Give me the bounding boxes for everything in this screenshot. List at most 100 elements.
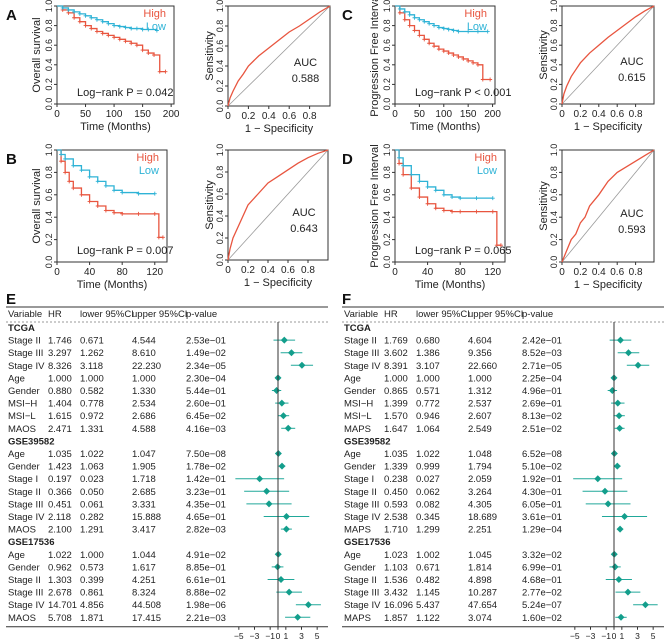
panel-a-km-censor-mark — [146, 51, 151, 56]
panel-f-row-pvalue: 4.30e−01 — [522, 487, 562, 498]
panel-c-roc-x-tick-label: 0.4 — [592, 109, 606, 120]
panel-c-km-censor-mark — [397, 10, 402, 15]
panel-c-km-censor-mark — [446, 51, 451, 56]
panel-c-roc-x-tick-label: 0 — [559, 109, 565, 120]
panel-c-km-censor-mark — [422, 19, 427, 24]
panel-f-row-lower: 1.064 — [416, 424, 440, 435]
panel-d-roc-y-axis-label: Sensitivity — [538, 181, 550, 231]
panel-b-km-x-axis-label: Time (Months) — [77, 279, 148, 291]
panel-a-km-censor-mark — [152, 53, 157, 57]
panel-c-km-x-tick-label: 100 — [435, 109, 452, 120]
panel-label-f: F — [342, 291, 351, 308]
panel-b-km-censor-mark — [63, 156, 68, 161]
panel-e-row-pvalue: 6.45e−02 — [186, 411, 226, 422]
panel-e-row-variable: Stage III — [8, 348, 43, 359]
panel-f-row-upper: 1.048 — [468, 449, 492, 460]
panel-f-row-upper: 2.607 — [468, 411, 492, 422]
panel-a-km-censor-mark — [94, 17, 99, 22]
panel-e-row-pvalue: 1.98e−06 — [186, 600, 226, 611]
panel-c-roc-y-tick-label: 0.6 — [549, 39, 559, 52]
panel-e-row-hr: 2.471 — [48, 424, 72, 435]
panel-f-row-variable: Stage III — [344, 348, 379, 359]
panel-b-roc-y-tick-label: 0.2 — [215, 232, 225, 245]
panel-c-km-censor-mark — [466, 29, 471, 34]
panel-f-row-lower: 1.022 — [416, 449, 440, 460]
panel-d-km-x-axis-label: Time (Months) — [415, 279, 486, 291]
panel-d-roc-x-tick-label: 0.8 — [629, 267, 643, 278]
panel-a-km-censor-mark — [106, 21, 111, 26]
panel-e-row-variable: Stage IV — [8, 361, 45, 372]
panel-d-legend-high: High — [474, 152, 497, 164]
panel-e-row-variable: Age — [8, 550, 25, 561]
panel-f-row-upper: 2.059 — [468, 474, 492, 485]
panel-d-km-censor-mark — [397, 161, 402, 166]
panel-a-km-x-axis-label: Time (Months) — [80, 121, 151, 133]
panel-e-group-label: GSE17536 — [8, 537, 54, 548]
panel-d-roc-y-tick-label: 0.4 — [549, 211, 559, 224]
panel-a-km-censor-mark — [163, 69, 168, 74]
panel-a-km-censor-mark — [60, 5, 65, 10]
panel-d-roc-x-axis-label: 1 − Specificity — [574, 279, 643, 291]
panel-f-header-0: Variable — [344, 309, 378, 320]
panel-a-roc-y-tick-label: 1.0 — [215, 0, 225, 12]
panel-a-legend-low: Low — [146, 21, 166, 33]
panel-f-row-variable: Stage IV — [344, 361, 381, 372]
panel-c-roc-y-tick-label: 0.2 — [549, 78, 559, 91]
panel-b-legend-high: High — [136, 152, 159, 164]
panel-a-km-censor-mark — [134, 43, 139, 48]
panel-e-row-upper: 1.047 — [132, 449, 156, 460]
panel-e-hr-marker — [284, 424, 292, 432]
panel-label-a: A — [6, 7, 17, 24]
panel-b-km-y-tick-label: 0.8 — [44, 166, 54, 179]
panel-e-row-upper: 2.686 — [132, 411, 156, 422]
panel-f-row-variable: Age — [344, 449, 361, 460]
panel-e-row-variable: Stage III — [8, 588, 43, 599]
panel-e-row-variable: MAOS — [8, 525, 36, 536]
panel-c-km-censor-mark — [436, 47, 441, 52]
panel-a-km-censor-mark — [83, 13, 88, 18]
panel-b-km-censor-mark — [112, 188, 117, 193]
panel-c-km-censor-mark — [446, 27, 451, 32]
panel-e-row-lower: 0.061 — [80, 499, 104, 510]
panel-a-km-censor-mark — [94, 29, 99, 34]
panel-f-row-lower: 0.027 — [416, 474, 440, 485]
panel-b-km-censor-mark — [136, 211, 141, 216]
panel-c-km-censor-mark — [451, 28, 456, 33]
panel-e-row-hr: 1.022 — [48, 550, 72, 561]
panel-a-roc-x-tick-label: 0.8 — [303, 111, 317, 122]
panel-b-km-censor-mark — [71, 163, 76, 168]
panel-f-row-pvalue: 1.29e−04 — [522, 525, 562, 536]
panel-a-roc-y-tick-label: 0.6 — [215, 40, 225, 53]
panel-e-row-upper: 4.588 — [132, 424, 156, 435]
panel-e-hr-marker — [294, 613, 302, 621]
panel-b-km-censor-mark — [87, 199, 92, 204]
panel-f-row-lower: 5.437 — [416, 600, 440, 611]
panel-d-auc-label: AUC — [620, 208, 643, 220]
panel-e-hr-marker — [304, 601, 312, 609]
panel-a-km-censor-mark — [77, 19, 82, 24]
panel-f-row-upper: 4.604 — [468, 336, 492, 347]
panel-d-km-censor-mark — [474, 196, 479, 201]
panel-f-row-lower: 0.772 — [416, 399, 440, 410]
panel-f-forest-tick-label: −1 — [601, 631, 611, 639]
panel-c-km-censor-mark — [427, 21, 432, 26]
panel-c-km-x-tick-label: 150 — [460, 109, 477, 120]
panel-c-km-y-tick-label: 0.2 — [382, 78, 392, 91]
panel-f-row-pvalue: 6.99e−01 — [522, 562, 562, 573]
panel-e-row-hr: 1.035 — [48, 449, 72, 460]
panel-b-km-censor-mark — [160, 235, 165, 240]
panel-a-roc-y-tick-label: 0.2 — [215, 80, 225, 93]
panel-f-row-pvalue: 8.13e−02 — [522, 411, 562, 422]
panel-e-row-variable: Gender — [8, 562, 40, 573]
panel-d-km-y-tick-label: 0.6 — [382, 189, 392, 202]
panel-a-roc-x-tick-label: 0.4 — [262, 111, 276, 122]
panel-f-group-label: TCGA — [344, 323, 371, 334]
panel-f-row-lower: 0.082 — [416, 499, 440, 510]
panel-e-row-variable: Stage II — [8, 336, 41, 347]
panel-f-row-hr: 1.399 — [384, 399, 408, 410]
panel-e-row-variable: Stage IV — [8, 600, 45, 611]
panel-b-roc-x-tick-label: 0.2 — [241, 265, 255, 276]
panel-e-row-lower: 0.399 — [80, 575, 104, 586]
panel-f-row-pvalue: 3.32e−02 — [522, 550, 562, 561]
